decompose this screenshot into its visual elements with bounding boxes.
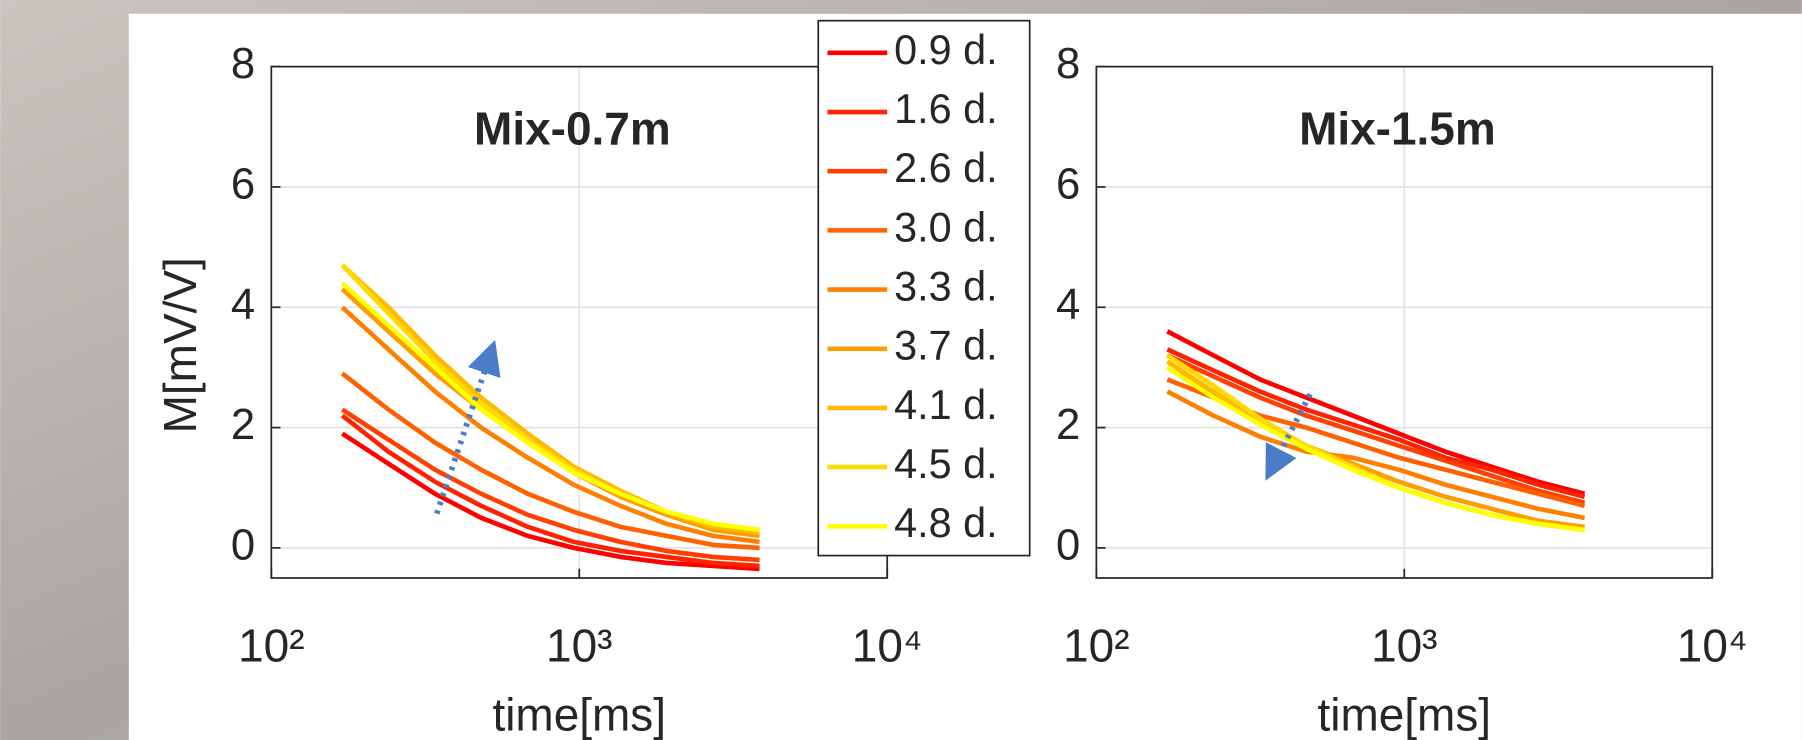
legend-label: 4.5 d. xyxy=(894,441,997,487)
y-tick-label: 6 xyxy=(231,159,255,208)
y-tick-label: 4 xyxy=(231,280,255,329)
data-line xyxy=(340,281,760,533)
y-tick-label: 0 xyxy=(1056,520,1080,569)
plots: 0 2 4 6 8 10² 10³ 10⁴ Mix-0.7m time[ms] M[mV/V] 0.9… xyxy=(154,19,1748,740)
trend-arrow xyxy=(434,339,501,515)
legend-label: 0.9 d. xyxy=(894,27,997,73)
x-tick-label: 10³ xyxy=(546,619,612,671)
trend-arrow xyxy=(1265,392,1313,481)
x-tick-label: 10⁴ xyxy=(1677,619,1748,671)
data-line xyxy=(1166,347,1586,499)
y-tick-label: 6 xyxy=(1056,159,1080,208)
legend-label: 2.6 d. xyxy=(894,145,997,191)
plot-title: Mix-1.5m xyxy=(1299,102,1496,154)
legend-label: 4.8 d. xyxy=(894,500,997,546)
x-tick-label: 10³ xyxy=(1371,619,1437,671)
x-tick-label: 10⁴ xyxy=(852,619,923,671)
data-line xyxy=(340,413,760,569)
y-tick-label: 0 xyxy=(231,520,255,569)
data-line xyxy=(341,431,760,572)
data-line xyxy=(1166,389,1586,521)
y-axis-label: M[mV/V] xyxy=(154,257,206,433)
axes-box xyxy=(1095,65,1714,579)
y-tick-label: 2 xyxy=(231,400,255,449)
x-tick-label: 10² xyxy=(238,619,304,671)
y-tick-label: 8 xyxy=(1056,39,1080,88)
y-tick-label: 8 xyxy=(231,39,255,88)
data-line xyxy=(1166,365,1585,533)
legend-label: 3.7 d. xyxy=(894,323,997,369)
legend-label: 4.1 d. xyxy=(894,382,997,428)
data-line xyxy=(341,407,760,563)
data-line xyxy=(340,305,760,545)
plot: 0 2 4 6 8 10² 10³ 10⁴ Mix-1.5m time[ms] xyxy=(1056,39,1748,740)
x-axis-label: time[ms] xyxy=(1317,688,1491,740)
legend-label: 3.0 d. xyxy=(894,204,997,250)
data-line xyxy=(1166,353,1586,506)
x-tick-label: 10² xyxy=(1063,619,1129,671)
legend-label: 1.6 d. xyxy=(894,86,997,132)
plot-title: Mix-0.7m xyxy=(474,102,671,154)
data-line xyxy=(1166,329,1586,496)
legend: 0.9 d. 1.6 d. 2.6 d. 3.0 d. 3.3 d. 3.7 d. 4.1 … xyxy=(817,19,1031,557)
y-tick-label: 2 xyxy=(1056,400,1080,449)
data-line xyxy=(340,371,760,551)
legend-label: 3.3 d. xyxy=(894,263,997,309)
x-axis-label: time[ms] xyxy=(492,688,666,740)
plot: 0 2 4 6 8 10² 10³ 10⁴ Mix-0.7m time[ms] M[mV/V] xyxy=(154,39,923,740)
y-tick-label: 4 xyxy=(1056,280,1080,329)
